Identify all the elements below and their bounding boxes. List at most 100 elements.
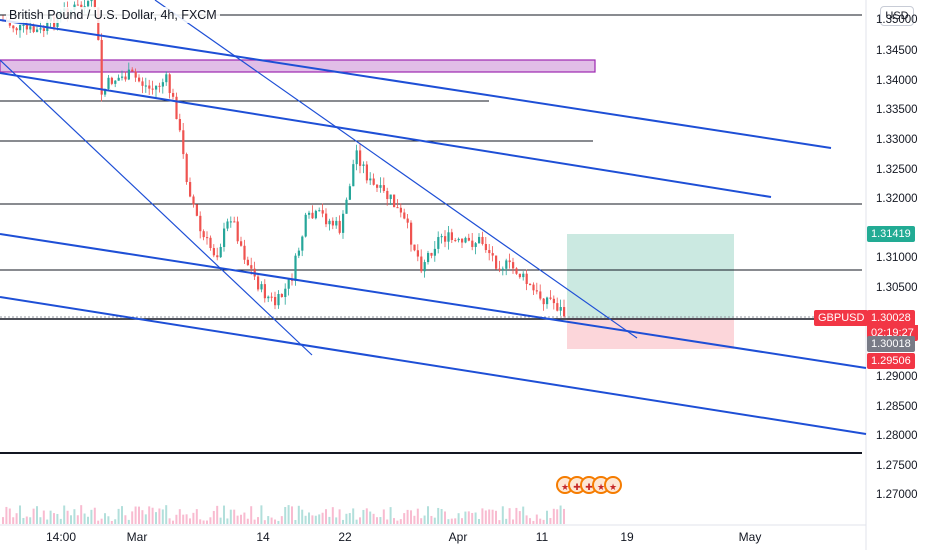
candle-body [161,82,164,87]
volume-bar [246,518,249,524]
candle-body [335,220,338,226]
volume-bar [87,516,89,524]
volume-bar [189,518,191,524]
volume-bar [240,514,242,524]
volume-bar [97,520,100,524]
candle-body [501,268,504,271]
volume-bar [508,508,511,524]
candle-body [199,215,202,232]
volume-bar [413,515,416,524]
candle-body [263,284,266,299]
candle-body [355,150,358,165]
volume-bar [535,514,538,524]
price-tick: 1.34000 [876,75,918,87]
candle-body [178,119,181,131]
volume-bar [124,515,127,524]
candle-body [202,231,205,238]
volume-bar [420,518,423,524]
candle-body [549,297,552,299]
volume-bar [359,517,361,524]
candle-body [325,213,328,225]
volume-bar [318,514,321,524]
candle-body [223,228,226,247]
candlesticks[interactable] [2,0,566,318]
volume-bar [107,516,110,524]
candle-body [165,74,168,83]
volume-bar [342,519,344,524]
candle-body [301,236,304,251]
candle-body [420,256,423,272]
candle-body [515,268,518,274]
flag-icon-us[interactable]: ★ [604,476,622,494]
volume-bar [257,517,259,524]
candle-body [399,207,402,213]
volume-bar [372,513,375,524]
profit-zone[interactable] [567,234,734,318]
volume-bar [284,507,287,524]
volume-bar [202,520,205,524]
candle-body [488,250,491,254]
volume-bar [525,515,528,524]
date-tick: 11 [535,530,549,544]
candle-body [8,21,11,26]
candle-body [36,29,39,32]
candle-body [127,69,130,80]
candle-body [246,259,249,266]
trendlines[interactable] [0,0,867,435]
volume-bar [243,512,246,524]
volume-bar [321,512,324,524]
candle-body [359,150,362,166]
candle-body [284,288,287,298]
volume-bar [161,509,164,524]
symbol-badge: GBPUSD [814,310,869,326]
candle-body [87,1,90,7]
candle-body [393,194,396,208]
volume-bar [117,508,120,524]
price-tick: 1.28500 [876,401,918,413]
volume-bar [270,517,273,524]
candle-body [362,164,365,166]
candle-body [413,244,416,251]
candle-body [114,80,117,84]
economic-events[interactable]: ★ ✚ ✚ ★ ★ [556,476,622,494]
candle-body [423,262,426,272]
volume-bar [175,514,178,524]
candle-body [464,237,467,243]
volume-bar [491,509,494,524]
candle-body [338,220,341,233]
volume-bar [199,519,202,524]
candle-body [495,255,498,269]
volume-bar [8,508,11,524]
candle-body [151,88,154,90]
candle-body [219,246,222,258]
trendline [0,72,772,198]
volume-bar [518,511,521,524]
currency-button[interactable]: USD [880,6,914,26]
candle-body [209,237,212,249]
candle-body [168,74,171,94]
candle-body [478,236,481,244]
volume-bar [478,519,480,524]
candle-body [427,252,430,263]
candle-body [216,255,219,258]
volume-bar [29,517,32,524]
volume-bar [216,505,219,524]
volume-bar [444,511,446,524]
volume-bar [512,519,514,524]
volume-bar [556,509,559,524]
volume-bar [233,509,236,524]
candle-body [433,248,436,256]
candle-body [539,291,542,299]
candle-body [372,178,375,185]
volume-bar [178,509,181,524]
candle-body [172,93,175,97]
volume-bar [53,513,55,524]
candle-body [250,265,253,269]
volume-bar [148,506,151,524]
volume-bar [83,513,86,524]
stop-price-badge: 1.29506 [867,353,915,369]
volume-bar [304,515,307,524]
candle-body [270,296,273,298]
volume-bar [110,520,113,524]
